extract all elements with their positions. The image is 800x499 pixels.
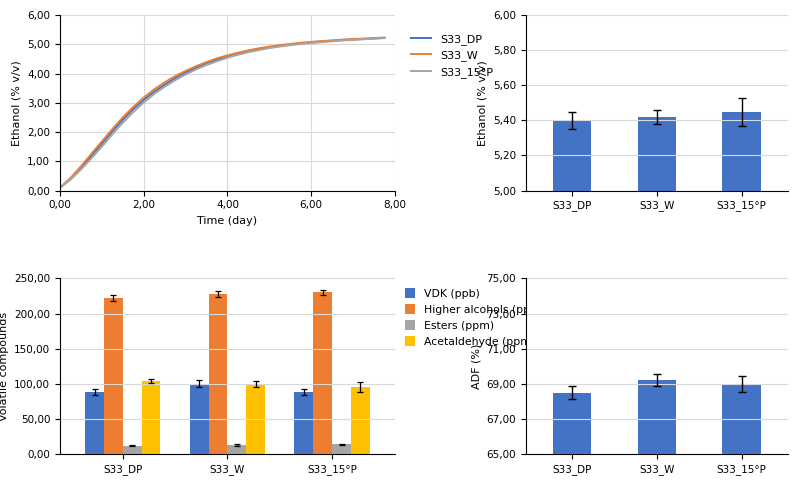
Bar [638, 380, 676, 499]
Bar [722, 112, 761, 499]
Bar [104, 298, 122, 454]
Bar [554, 393, 591, 499]
Y-axis label: ADF (%): ADF (%) [471, 344, 481, 389]
Bar [332, 444, 351, 454]
Bar [246, 384, 265, 454]
Bar [190, 384, 209, 454]
Bar [554, 120, 591, 499]
Bar [351, 387, 370, 454]
X-axis label: Time (day): Time (day) [198, 216, 258, 226]
Bar [227, 445, 246, 454]
Bar [638, 117, 676, 499]
Bar [722, 384, 761, 499]
Legend: VDK (ppb), Higher alcohols (ppm), Esters (ppm), Acetaldehyde (ppm): VDK (ppb), Higher alcohols (ppm), Esters… [400, 284, 550, 351]
Y-axis label: Volatile compounds: Volatile compounds [0, 312, 9, 421]
Y-axis label: Ethanol (% v/v): Ethanol (% v/v) [12, 60, 22, 146]
Bar [85, 392, 104, 454]
Bar [142, 381, 161, 454]
Bar [314, 292, 332, 454]
Y-axis label: Ethanol (% v/v): Ethanol (% v/v) [478, 60, 487, 146]
Bar [122, 446, 142, 454]
Legend: S33_DP, S33_W, S33_15°P: S33_DP, S33_W, S33_15°P [407, 29, 498, 82]
Bar [294, 392, 314, 454]
Bar [209, 294, 227, 454]
